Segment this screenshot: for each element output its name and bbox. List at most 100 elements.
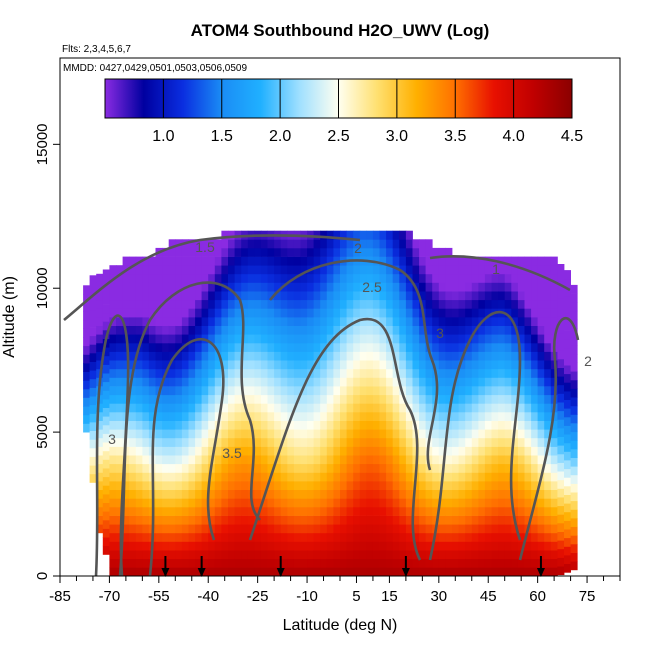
heatmap-cell <box>531 489 539 499</box>
heatmap-cell <box>175 377 183 387</box>
heatmap-cell <box>550 463 558 473</box>
heatmap-cell <box>188 342 196 352</box>
heatmap-cell <box>83 397 91 407</box>
heatmap-cell <box>511 498 519 508</box>
heatmap-cell <box>458 489 466 499</box>
heatmap-cell <box>142 308 150 318</box>
heatmap-cell <box>195 506 203 516</box>
heatmap-cell <box>557 557 565 567</box>
heatmap-cell <box>550 256 558 266</box>
heatmap-cell <box>359 455 367 465</box>
heatmap-cell <box>438 412 446 421</box>
heatmap-cell <box>531 437 539 447</box>
heatmap-cell <box>498 532 506 542</box>
heatmap-cell <box>564 408 571 418</box>
heatmap-cell <box>313 386 321 396</box>
heatmap-cell <box>280 472 288 482</box>
heatmap-cell <box>181 342 189 352</box>
heatmap-cell <box>465 498 473 508</box>
heatmap-cell <box>557 471 565 481</box>
heatmap-cell <box>214 368 222 378</box>
heatmap-cell <box>313 291 321 301</box>
heatmap-cell <box>405 446 413 456</box>
heatmap-cell <box>333 437 341 447</box>
heatmap-cell <box>287 472 295 482</box>
heatmap-cell <box>399 412 407 421</box>
heatmap-cell <box>452 489 459 499</box>
heatmap-cell <box>287 429 295 439</box>
heatmap-cell <box>116 472 123 482</box>
x-tick-label: 45 <box>480 588 497 605</box>
heatmap-cell <box>234 455 242 465</box>
heatmap-cell <box>175 412 183 421</box>
heatmap-cell <box>195 239 203 249</box>
heatmap-cell <box>386 412 394 421</box>
heatmap-cell <box>366 325 374 335</box>
heatmap-cell <box>175 437 183 447</box>
heatmap-cell <box>195 463 203 473</box>
heatmap-cell <box>405 472 413 482</box>
heatmap-cell <box>550 273 558 283</box>
heatmap-cell <box>267 515 275 525</box>
heatmap-cell <box>96 455 104 465</box>
heatmap-cell <box>274 532 282 542</box>
heatmap-cell <box>340 334 347 344</box>
heatmap-cell <box>333 317 341 326</box>
heatmap-cell <box>241 472 249 482</box>
heatmap-cell <box>241 532 249 542</box>
heatmap-cell <box>181 481 189 490</box>
heatmap-cell <box>241 567 249 576</box>
heatmap-cell <box>135 351 143 361</box>
heatmap-cell <box>148 291 156 301</box>
heatmap-cell <box>458 291 466 301</box>
heatmap-cell <box>392 437 400 447</box>
heatmap-cell <box>372 403 380 413</box>
heatmap-cell <box>550 291 558 301</box>
heatmap-cell <box>484 429 492 439</box>
heatmap-cell <box>419 567 427 576</box>
heatmap-cell <box>425 394 433 404</box>
heatmap-cell <box>228 446 235 456</box>
x-tick-label: 30 <box>430 588 447 605</box>
heatmap-cell <box>425 524 433 534</box>
heatmap-cell <box>162 256 170 266</box>
heatmap-cell <box>313 524 321 534</box>
heatmap-cell <box>570 302 578 312</box>
heatmap-cell <box>366 265 374 275</box>
heatmap-cell <box>175 558 183 568</box>
heatmap-cell <box>293 291 301 301</box>
heatmap-cell <box>372 558 380 568</box>
heatmap-cell <box>175 291 183 301</box>
heatmap-cell <box>135 360 143 370</box>
heatmap-cell <box>392 498 400 508</box>
heatmap-cell <box>326 247 334 257</box>
heatmap-cell <box>392 308 400 318</box>
heatmap-cell <box>254 325 262 335</box>
heatmap-cell <box>524 446 532 456</box>
heatmap-cell <box>208 515 216 525</box>
heatmap-cell <box>471 403 479 413</box>
heatmap-cell <box>353 463 361 473</box>
heatmap-cell <box>471 455 479 465</box>
heatmap-cell <box>300 412 308 421</box>
heatmap-cell <box>458 386 466 396</box>
heatmap-cell <box>162 429 170 439</box>
heatmap-cell <box>405 282 413 292</box>
heatmap-cell <box>234 368 242 378</box>
heatmap-cell <box>504 351 512 361</box>
heatmap-cell <box>484 567 492 576</box>
heatmap-cell <box>274 282 282 292</box>
heatmap-cell <box>340 429 347 439</box>
heatmap-cell <box>478 394 486 404</box>
heatmap-cell <box>89 456 97 466</box>
heatmap-cell <box>162 265 170 275</box>
heatmap-cell <box>208 403 216 413</box>
heatmap-cell <box>326 368 334 378</box>
heatmap-cell <box>359 489 367 499</box>
heatmap-cell <box>307 386 315 396</box>
heatmap-cell <box>333 368 341 378</box>
heatmap-cell <box>201 317 209 326</box>
heatmap-cell <box>300 437 308 447</box>
heatmap-cell <box>379 299 387 309</box>
heatmap-cell <box>129 360 137 370</box>
